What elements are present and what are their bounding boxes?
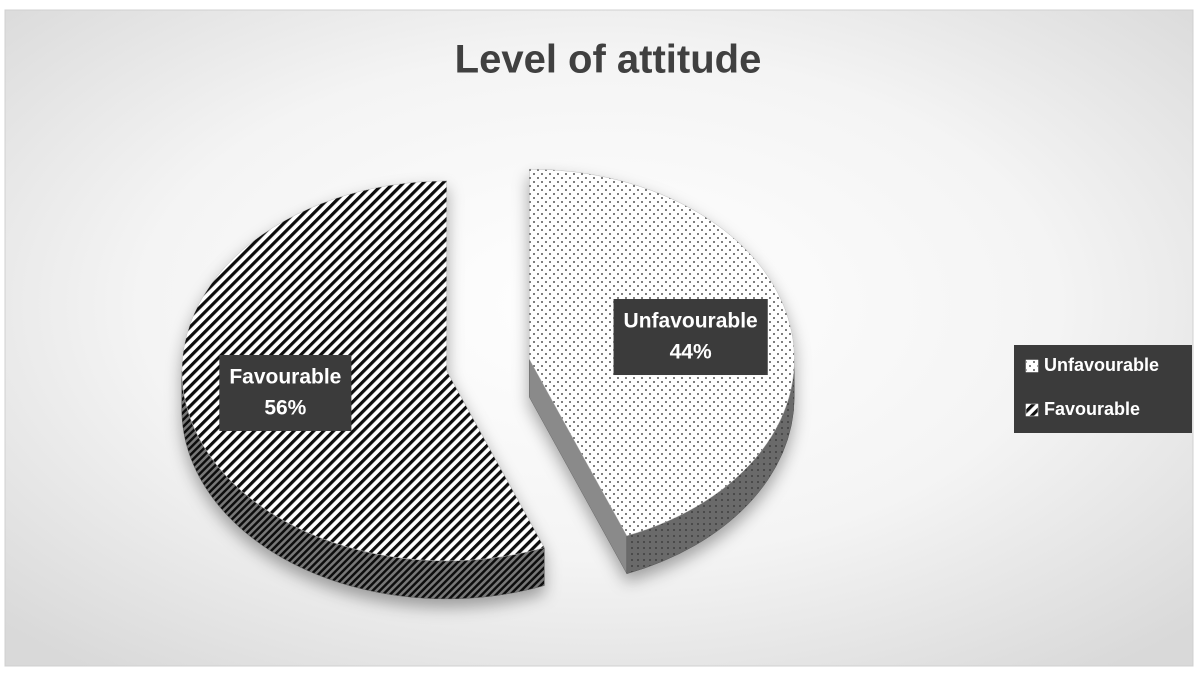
data-label-box (613, 299, 768, 376)
slice (181, 180, 545, 562)
legend-swatch (1025, 359, 1039, 373)
data-label-value: 44% (670, 341, 712, 364)
legend-label: Unfavourable (1044, 355, 1159, 375)
legend-label: Favourable (1044, 399, 1140, 419)
data-labels: Favourable 56% Unfavourable 44% (219, 299, 768, 431)
data-label: Unfavourable 44% (613, 299, 768, 376)
data-label: Favourable 56% (219, 354, 352, 431)
legend-box (1014, 345, 1192, 433)
pie (181, 168, 795, 600)
data-label-name: Favourable (229, 366, 341, 389)
data-label-name: Unfavourable (624, 310, 758, 333)
legend: Unfavourable Favourable (1025, 355, 1159, 419)
data-label-value: 56% (264, 397, 306, 420)
chart-title: Level of attitude (455, 38, 762, 82)
data-label-box (219, 354, 352, 431)
legend-swatch (1025, 403, 1039, 417)
